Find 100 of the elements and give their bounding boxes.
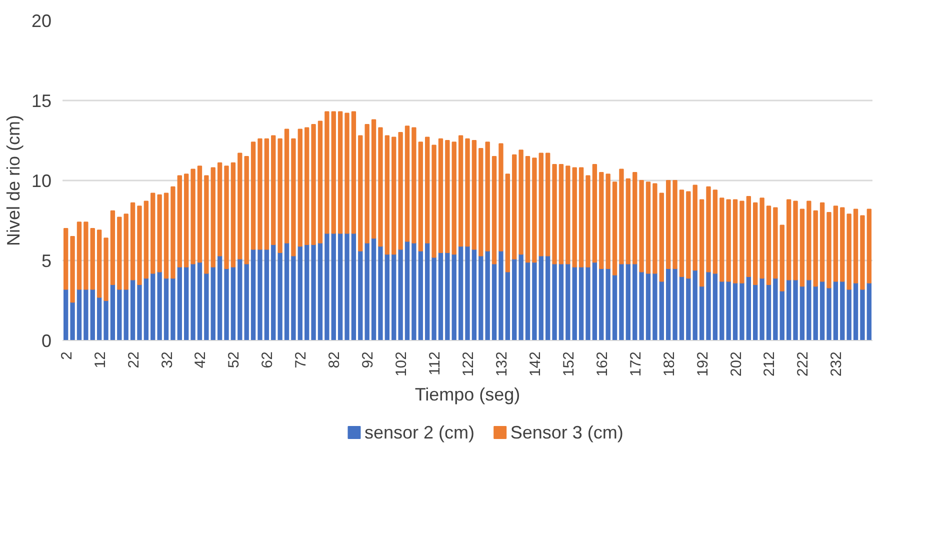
x-tick-label: 2 — [58, 352, 76, 360]
bar — [204, 175, 209, 274]
bar — [412, 127, 416, 244]
bar — [800, 208, 805, 287]
x-tick-label: 232 — [828, 351, 846, 377]
bar — [157, 194, 162, 272]
bar — [726, 280, 731, 340]
bar — [833, 206, 838, 282]
bar — [465, 246, 470, 340]
bar — [538, 255, 544, 340]
x-tick-label: 142 — [526, 351, 544, 377]
bar — [659, 280, 664, 340]
bar — [626, 263, 630, 340]
bar — [720, 198, 724, 282]
bar — [344, 232, 350, 340]
bar — [699, 199, 704, 287]
bar — [458, 135, 464, 247]
bar — [826, 287, 832, 340]
bar — [686, 278, 691, 340]
bar — [76, 288, 82, 340]
bar — [840, 207, 845, 282]
bar — [672, 180, 678, 269]
bar — [264, 138, 270, 250]
bar — [820, 202, 825, 282]
bar — [384, 135, 390, 255]
x-tick-label: 62 — [259, 351, 276, 368]
bar — [572, 167, 577, 268]
x-tick-label: 212 — [761, 351, 778, 377]
bar — [478, 148, 484, 256]
bar — [632, 263, 638, 340]
bar — [586, 266, 590, 340]
bar — [578, 167, 584, 268]
legend-label: sensor 2 (cm) — [364, 422, 475, 442]
x-axis-title: Tiempo (seg) — [414, 384, 520, 405]
bar — [244, 263, 249, 340]
bar — [378, 127, 383, 247]
bar — [238, 152, 242, 260]
y-tick-label: 10 — [31, 171, 52, 191]
bar — [364, 124, 370, 244]
bar — [586, 175, 590, 268]
bar — [398, 132, 403, 250]
bar — [170, 186, 176, 279]
bar — [150, 192, 156, 274]
bar — [478, 255, 484, 340]
legend-label: Sensor 3 (cm) — [510, 422, 624, 442]
bar — [371, 119, 376, 239]
bar — [532, 158, 537, 263]
bar — [398, 248, 403, 340]
bar — [351, 111, 356, 234]
bar — [224, 268, 229, 340]
bar — [284, 128, 290, 244]
bar — [438, 252, 444, 340]
x-tick-label: 122 — [460, 351, 477, 377]
bar — [311, 244, 316, 340]
bar — [351, 232, 356, 340]
bar — [813, 210, 818, 287]
bar — [720, 280, 724, 340]
bar — [157, 271, 162, 340]
x-tick-label: 112 — [426, 351, 444, 376]
bar — [646, 272, 651, 340]
bar — [378, 246, 383, 340]
bar — [786, 199, 792, 280]
bar — [853, 282, 858, 340]
bar — [666, 180, 671, 269]
bar — [358, 250, 363, 340]
bar — [732, 282, 738, 340]
bar — [438, 138, 444, 253]
bar — [619, 263, 624, 340]
bar — [338, 111, 343, 234]
x-tick-label: 52 — [226, 351, 243, 368]
bar — [659, 192, 664, 282]
bar — [150, 272, 156, 340]
bar — [164, 192, 169, 279]
bar — [518, 150, 524, 255]
x-tick-label: 22 — [125, 351, 142, 368]
bar — [498, 250, 504, 340]
bar — [545, 255, 550, 340]
bar — [70, 236, 75, 303]
bar — [766, 206, 772, 285]
bar — [592, 262, 598, 340]
bar — [445, 252, 450, 340]
y-tick-label: 20 — [31, 11, 52, 31]
bar — [298, 246, 302, 340]
bar — [632, 172, 638, 264]
bar — [304, 127, 310, 245]
bar — [244, 156, 249, 264]
bar — [278, 252, 282, 340]
bar — [760, 278, 764, 340]
bar — [512, 154, 517, 260]
bar — [197, 262, 202, 340]
bar — [445, 140, 450, 253]
bar — [525, 156, 530, 263]
bar — [291, 255, 296, 340]
bar — [525, 262, 530, 340]
bar — [612, 274, 618, 340]
bar — [184, 174, 189, 268]
bar — [753, 202, 758, 285]
bar — [679, 276, 684, 340]
bar — [699, 286, 704, 340]
bar — [846, 214, 852, 290]
